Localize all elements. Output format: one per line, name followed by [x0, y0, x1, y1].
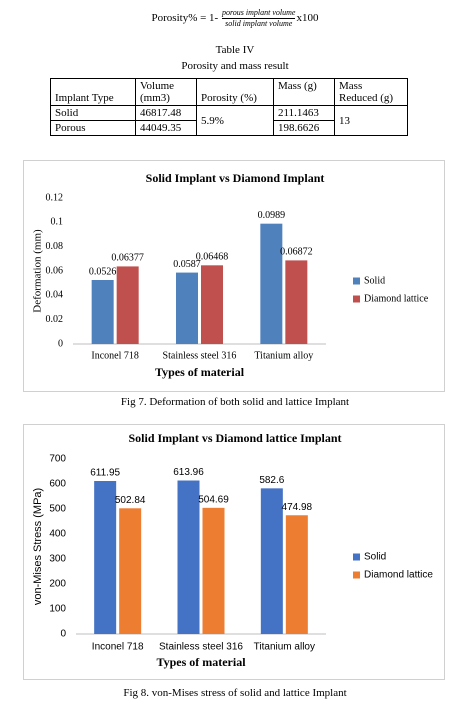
bar — [91, 280, 114, 344]
formula-lhs: Porosity% = 1- — [151, 12, 219, 25]
chart-title: Solid Implant vs Diamond Implant — [146, 171, 325, 185]
chart: Solid Implant vs Diamond Implant Deformat… — [23, 160, 445, 392]
bar — [260, 488, 283, 634]
y-tick-label: 0.12 — [46, 192, 64, 203]
data-label: 0.0587 — [173, 259, 201, 270]
y-tick-label: 0.1 — [51, 217, 64, 228]
x-tick-label: Stainless steel 316 — [159, 642, 243, 653]
data-label: 0.0989 — [258, 210, 286, 221]
legend-label: Diamond lattice — [364, 570, 433, 581]
data-label: 0.06468 — [196, 252, 229, 263]
cell: 46817.48 — [135, 105, 197, 121]
figure-caption: Fig 7. Deformation of both solid and lat… — [120, 396, 350, 408]
y-tick-label: 700 — [49, 454, 66, 465]
bar — [94, 481, 117, 634]
y-axis-label: von-Mises Stress (MPa) — [32, 488, 44, 605]
y-tick-label: 300 — [49, 554, 66, 565]
header-cell: Mass Reduced (g) — [334, 78, 408, 106]
data-label: 611.95 — [90, 468, 120, 479]
header-cell: Implant Type — [50, 78, 136, 106]
y-axis-label: Deformation (mm) — [32, 229, 44, 313]
denominator: solid implant volume — [225, 19, 293, 28]
bar — [119, 508, 142, 634]
bar — [201, 265, 223, 344]
chart: Solid Implant vs Diamond lattice Implant… — [23, 424, 445, 680]
header-cell: Porosity (%) — [196, 78, 274, 106]
y-tick-label: 0.02 — [46, 314, 64, 325]
y-tick-label: 0.06 — [46, 265, 64, 276]
bar — [202, 507, 225, 634]
cell: Porous — [50, 120, 136, 136]
legend-swatch — [353, 295, 360, 303]
legend-swatch — [353, 277, 360, 285]
cell: 198.6626 — [273, 120, 335, 136]
formula: Porosity% = 1- porous implant volume soli… — [0, 8, 470, 29]
x-tick-label: Titanium alloy — [254, 642, 315, 653]
legend-label: Diamond lattice — [364, 293, 429, 304]
data-label: 504.69 — [198, 494, 229, 505]
y-tick-label: 100 — [49, 604, 66, 615]
table-title: Table IV — [215, 44, 255, 56]
legend-swatch — [353, 553, 360, 561]
bar — [116, 266, 139, 344]
y-tick-label: 200 — [49, 579, 66, 590]
legend-label: Solid — [364, 275, 385, 286]
chart-title: Solid Implant vs Diamond lattice Implant — [128, 431, 341, 445]
data-label: 0.0526 — [89, 266, 117, 277]
x-tick-label: Stainless steel 316 — [163, 350, 237, 361]
cell: 211.1463 — [273, 105, 335, 121]
formula-rhs: x100 — [296, 12, 319, 25]
bar — [260, 223, 283, 344]
fraction: porous implant volume solid implant volum… — [221, 8, 296, 29]
x-axis-label: Types of material — [155, 365, 245, 379]
data-label: 0.06377 — [111, 253, 144, 264]
data-label: 0.06872 — [280, 247, 313, 258]
x-tick-label: Inconel 718 — [92, 642, 144, 653]
data-label: 613.96 — [173, 467, 204, 478]
header-cell: Volume (mm3) — [135, 78, 197, 106]
y-tick-label: 400 — [49, 529, 66, 540]
bar — [177, 480, 200, 634]
table: Implant Type Volume (mm3) Porosity (%) M… — [50, 78, 408, 136]
cell: 44049.35 — [135, 120, 197, 136]
cell: 13 — [334, 105, 408, 136]
cell: Solid — [50, 105, 136, 121]
y-tick-label: 0 — [60, 629, 66, 640]
bar — [285, 515, 308, 634]
y-tick-label: 600 — [49, 479, 66, 490]
y-tick-label: 0 — [58, 338, 63, 349]
x-tick-label: Titanium alloy — [254, 350, 313, 361]
x-tick-label: Inconel 718 — [91, 350, 139, 361]
data-label: 474.98 — [282, 502, 313, 513]
bar — [285, 260, 308, 344]
data-label: 502.84 — [115, 495, 146, 506]
numerator: porous implant volume — [221, 8, 296, 19]
data-label: 582.6 — [259, 475, 284, 486]
legend-label: Solid — [364, 552, 386, 563]
y-tick-label: 0.04 — [46, 290, 64, 301]
x-axis-label: Types of material — [156, 655, 246, 669]
bar — [176, 272, 198, 344]
table-subtitle: Porosity and mass result — [181, 60, 289, 72]
cell: 5.9% — [196, 105, 274, 136]
y-tick-label: 500 — [49, 504, 66, 515]
legend-swatch — [353, 571, 360, 579]
header-cell: Mass (g) — [273, 78, 335, 106]
figure-caption: Fig 8. von-Mises stress of solid and lat… — [123, 687, 347, 699]
y-tick-label: 0.08 — [46, 241, 64, 252]
